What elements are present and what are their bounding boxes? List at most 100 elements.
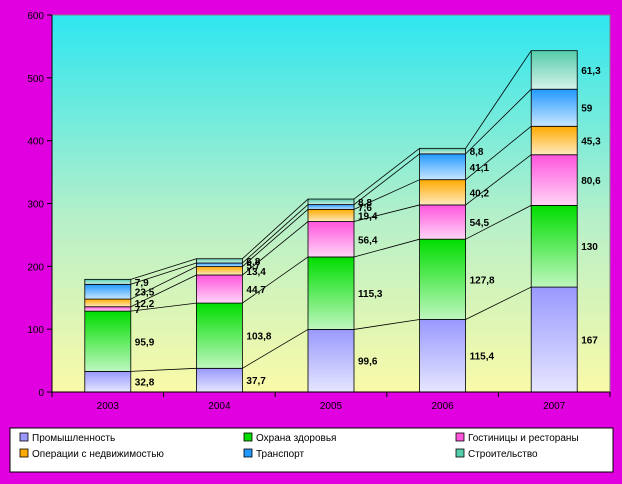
y-tick-label: 300 (27, 200, 44, 211)
bar-segment (84, 298, 132, 308)
series-connector (130, 266, 197, 300)
data-label: 115,4 (470, 352, 495, 363)
data-label: 5,7 (246, 261, 260, 272)
y-tick-label: 100 (27, 325, 44, 336)
legend-swatch (243, 448, 253, 458)
series-connector (353, 153, 420, 205)
data-label: 19,4 (358, 211, 378, 222)
series-connector (130, 302, 197, 312)
bar-segment (530, 88, 578, 127)
data-label: 80,6 (581, 176, 601, 187)
legend-swatch (19, 448, 29, 458)
series-connector (353, 179, 420, 210)
bar-segment (419, 153, 467, 181)
data-label: 115,3 (358, 289, 383, 300)
series-connector (465, 88, 532, 155)
data-label: 54,5 (470, 218, 490, 229)
bar-segment (84, 278, 132, 285)
bar-segment (530, 50, 578, 90)
data-label: 12,2 (135, 299, 155, 310)
y-tick-label: 0 (38, 388, 44, 399)
data-label: 167 (581, 336, 598, 347)
bar-segment (84, 310, 132, 372)
legend-swatch (19, 432, 29, 442)
bar-segment (419, 319, 467, 393)
bar-segment (195, 274, 243, 304)
series-connector (465, 154, 532, 206)
bar-segment (307, 208, 355, 222)
series-connector (130, 262, 197, 285)
bar-segment (530, 286, 578, 393)
bar-segment (530, 125, 578, 156)
data-label: 127,8 (470, 275, 495, 286)
series-connector (242, 221, 309, 276)
data-label: 8,8 (358, 198, 372, 209)
legend-label: Промышленность (32, 433, 115, 444)
bar-segment (307, 204, 355, 210)
data-label: 41,1 (470, 163, 490, 174)
series-connector (242, 209, 309, 267)
data-label: 103,8 (246, 332, 271, 343)
y-tick-label: 400 (27, 137, 44, 148)
series-connector (465, 205, 532, 240)
data-label: 44,7 (246, 285, 266, 296)
x-tick-label: 2003 (97, 401, 120, 412)
data-label: 59 (581, 104, 593, 115)
data-label: 130 (581, 242, 598, 253)
bar-segment (307, 329, 355, 393)
series-connector (465, 125, 532, 180)
series-connector (465, 286, 532, 320)
data-label: 99,6 (358, 357, 378, 368)
legend-label: Гостиницы и рестораны (468, 433, 579, 444)
y-axis: 0 100 200 300 400 500 600 (27, 11, 53, 399)
y-tick-label: 600 (27, 11, 44, 22)
bar-segment (84, 306, 132, 312)
x-tick-label: 2004 (208, 401, 231, 412)
data-label: 37,7 (246, 376, 266, 387)
bar-segment (419, 238, 467, 320)
x-tick-label: 2007 (543, 401, 566, 412)
y-tick-label: 200 (27, 262, 44, 273)
series-connector (353, 204, 420, 222)
data-label: 23,5 (135, 288, 155, 299)
y-tick-label: 500 (27, 74, 44, 85)
data-label: 6,8 (246, 257, 260, 268)
data-label: 7 (135, 305, 141, 316)
bar-segment (419, 147, 467, 155)
bar-segment (195, 302, 243, 369)
bar-segment (195, 266, 243, 276)
series-connector (242, 204, 309, 264)
series-connector (130, 367, 197, 372)
data-label: 7,6 (358, 203, 372, 214)
bar-segment (530, 154, 578, 206)
series-connector (353, 319, 420, 330)
x-tick-label: 2006 (431, 401, 454, 412)
series-connector (353, 148, 420, 200)
legend-swatch (243, 432, 253, 442)
bar-segment (195, 262, 243, 267)
series-connector (353, 238, 420, 258)
data-label: 61,3 (581, 66, 601, 77)
bar-segment (84, 283, 132, 300)
legend-swatch (455, 432, 465, 442)
data-label: 45,3 (581, 137, 601, 148)
legend-label: Охрана здоровья (256, 433, 336, 444)
bar-segment (307, 221, 355, 258)
x-tick-label: 2005 (320, 401, 343, 412)
data-label: 13,4 (246, 267, 266, 278)
legend-label: Строительство (468, 449, 538, 460)
series-connector (242, 329, 309, 369)
legend: Промышленность Охрана здоровья Гостиницы и… (19, 432, 579, 460)
bar-segment (84, 370, 132, 393)
legend-label: Операции с недвижимостью (32, 449, 164, 460)
bar-segment (530, 204, 578, 288)
series-connector (130, 258, 197, 280)
series-connector (242, 256, 309, 304)
data-label: 8,8 (470, 147, 484, 158)
series-connector (242, 198, 309, 260)
series-connector (130, 274, 197, 308)
connector-lines (130, 50, 532, 372)
data-label: 56,4 (358, 235, 378, 246)
